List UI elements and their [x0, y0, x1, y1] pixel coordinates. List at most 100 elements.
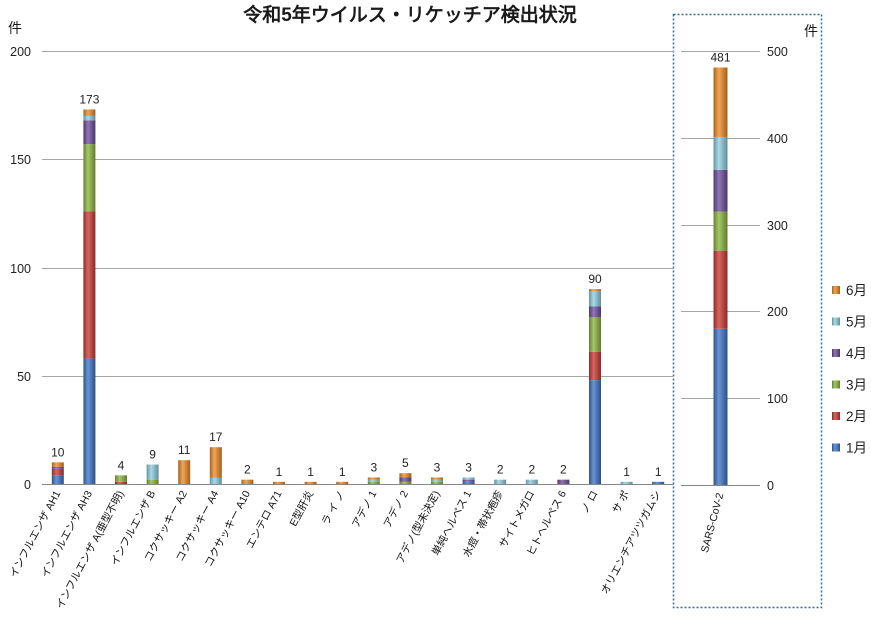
primary-total-data-label: 1: [339, 465, 346, 479]
legend-swatch: [832, 380, 840, 389]
legend-label: 1月: [846, 441, 867, 456]
primary-bar-segment: [399, 481, 412, 484]
primary-bar-segment: [241, 479, 254, 484]
secondary-bar-segment: [713, 136, 728, 170]
primary-total-data-label: 2: [560, 463, 567, 477]
chart-title: 令和5年ウイルス・リケッチア検出状況: [243, 3, 577, 26]
primary-bar-segment: [83, 358, 96, 484]
primary-total-data-label: 1: [307, 465, 314, 479]
primary-bar-segment: [620, 481, 633, 484]
primary-bar-segment: [83, 144, 96, 212]
primary-category-label: オリエンチアツツガムシ: [599, 489, 664, 597]
legend-item: 3月: [832, 378, 867, 393]
primary-bar-segment: [115, 475, 127, 482]
legend-label: 6月: [846, 283, 867, 298]
legend-item: 6月: [832, 283, 867, 298]
primary-bar-segment: [589, 291, 601, 307]
legend-item: 4月: [832, 346, 867, 361]
secondary-y-tick-label: 400: [767, 132, 788, 146]
primary-category-label: アデノ 2: [381, 488, 411, 530]
primary-bar-segment: [589, 289, 601, 292]
secondary-category-label: SARS-CoV-2: [699, 492, 726, 554]
secondary-y-axis-unit-label: 件: [804, 23, 818, 39]
secondary-y-tick-label: 300: [767, 219, 788, 233]
secondary-bar-segment: [713, 169, 728, 212]
primary-bar-segment: [367, 479, 380, 482]
primary-bar-segment: [589, 351, 601, 381]
secondary-labels: 0 100 200 300 400 500 481 SARS-CoV-2: [699, 45, 788, 554]
primary-bar-segment: [83, 211, 96, 359]
primary-total-data-label: 3: [370, 461, 377, 475]
primary-bar-segment: [367, 481, 380, 484]
primary-category-label: ノ ロ: [579, 489, 601, 516]
secondary-total-data-label: 481: [710, 50, 730, 64]
secondary-y-tick-label: 200: [767, 305, 788, 319]
secondary-bar-segment: [713, 67, 728, 137]
legend-swatch: [832, 349, 840, 357]
primary-category-label: E型肝炎: [287, 488, 317, 529]
primary-total-data-label: 3: [465, 461, 472, 475]
primary-bar-segment: [589, 380, 601, 484]
primary-total-data-label: 2: [244, 463, 251, 477]
primary-bar-segment: [51, 475, 64, 484]
primary-bar-segment: [209, 477, 222, 484]
primary-total-data-label: 1: [276, 465, 283, 479]
primary-y-tick-label: 0: [24, 478, 31, 492]
primary-bar-segment: [431, 479, 443, 482]
primary-bar-segment: [431, 481, 443, 484]
primary-total-data-label: 17: [209, 430, 223, 444]
primary-bar-segment: [462, 477, 475, 480]
primary-y-tick-label: 50: [17, 370, 31, 384]
legend-label: 3月: [846, 378, 867, 393]
primary-bar-segment: [589, 306, 601, 318]
primary-bar-segment: [336, 481, 349, 484]
primary-bar-segment: [367, 477, 380, 480]
primary-y-tick-label: 100: [10, 262, 31, 276]
primary-bar-segment: [83, 109, 96, 116]
secondary-bars: [713, 67, 728, 485]
y-axis-unit-label: 件: [8, 20, 22, 36]
secondary-panel-frame: [672, 13, 823, 609]
primary-total-data-label: 5: [402, 456, 409, 470]
secondary-bar-segment: [713, 250, 728, 329]
primary-total-data-label: 173: [79, 92, 99, 106]
secondary-y-tick-label: 0: [767, 479, 774, 493]
legend-item: 2月: [832, 409, 867, 424]
primary-total-data-label: 2: [497, 463, 504, 477]
legend-label: 4月: [846, 346, 867, 361]
legend-label: 5月: [846, 315, 867, 330]
secondary-y-tick-label: 500: [767, 45, 788, 59]
primary-total-data-label: 10: [51, 445, 65, 459]
primary-bar-segment: [462, 481, 475, 484]
primary-category-label: サ ポ: [610, 489, 632, 516]
primary-bars: [51, 109, 665, 484]
primary-total-data-label: 90: [588, 272, 602, 286]
primary-total-data-label: 3: [434, 461, 441, 475]
secondary-y-tick-label: 100: [767, 392, 788, 406]
secondary-bar-segment: [713, 328, 728, 485]
primary-bar-segment: [652, 481, 665, 484]
primary-bar-segment: [51, 462, 64, 467]
primary-category-label: アデノ 1: [349, 488, 379, 530]
primary-bar-segment: [51, 466, 64, 469]
primary-bar-segment: [51, 468, 64, 476]
primary-bar-segment: [209, 447, 222, 478]
primary-bar-segment: [304, 481, 317, 484]
primary-y-tick-label: 200: [10, 45, 31, 59]
legend-item: 5月: [832, 315, 867, 330]
legend-label: 2月: [846, 409, 867, 424]
primary-category-label: ラ イ ノ: [320, 489, 348, 528]
primary-bar-segment: [146, 479, 159, 484]
legend-swatch: [832, 443, 840, 452]
legend-swatch: [832, 317, 840, 326]
primary-bar-segment: [83, 115, 96, 121]
legend-swatch: [832, 286, 840, 294]
secondary-panel: 0 100 200 300 400 500 481 SARS-CoV-2: [681, 45, 788, 554]
primary-total-data-label: 9: [149, 448, 156, 462]
primary-bar-segment: [83, 120, 96, 145]
primary-bar-segment: [462, 479, 475, 482]
primary-bar-segment: [178, 460, 191, 484]
